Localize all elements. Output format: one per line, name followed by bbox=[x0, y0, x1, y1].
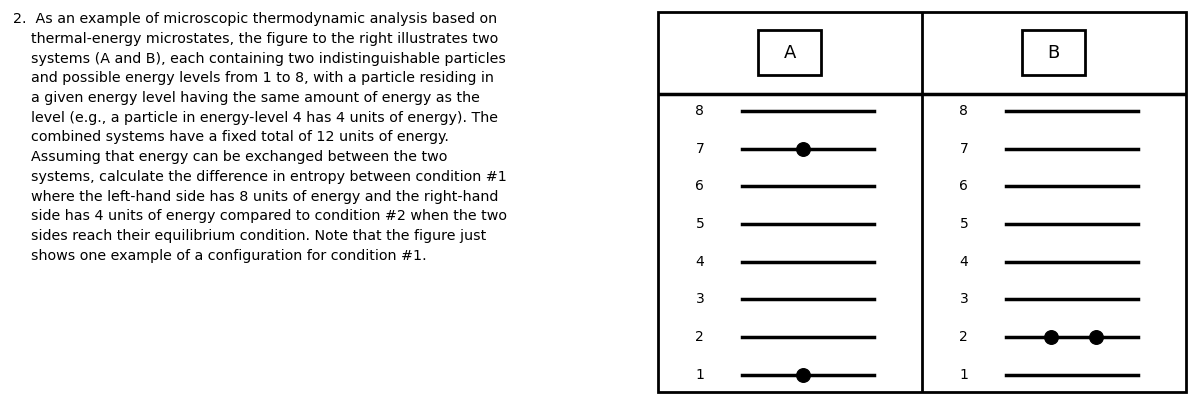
Text: 7: 7 bbox=[960, 141, 968, 156]
Text: 5: 5 bbox=[960, 217, 968, 231]
Text: 8: 8 bbox=[696, 104, 704, 118]
Point bbox=[793, 145, 812, 152]
Text: 6: 6 bbox=[960, 179, 968, 193]
Text: 8: 8 bbox=[960, 104, 968, 118]
Text: 2.  As an example of microscopic thermodynamic analysis based on
    thermal-ene: 2. As an example of microscopic thermody… bbox=[13, 12, 508, 263]
Text: 6: 6 bbox=[696, 179, 704, 193]
Text: 2: 2 bbox=[960, 330, 968, 344]
Text: 3: 3 bbox=[696, 292, 704, 306]
Text: A: A bbox=[784, 44, 796, 62]
Text: 4: 4 bbox=[696, 255, 704, 269]
Text: 7: 7 bbox=[696, 141, 704, 156]
Bar bbox=[758, 30, 821, 76]
Text: 5: 5 bbox=[696, 217, 704, 231]
Bar bbox=[1022, 30, 1085, 76]
Point bbox=[1042, 334, 1061, 340]
Text: 2: 2 bbox=[696, 330, 704, 344]
Text: 4: 4 bbox=[960, 255, 968, 269]
Point bbox=[1086, 334, 1105, 340]
Text: B: B bbox=[1048, 44, 1060, 62]
Text: 1: 1 bbox=[960, 368, 968, 382]
Text: 3: 3 bbox=[960, 292, 968, 306]
Text: 1: 1 bbox=[696, 368, 704, 382]
Point bbox=[793, 372, 812, 378]
